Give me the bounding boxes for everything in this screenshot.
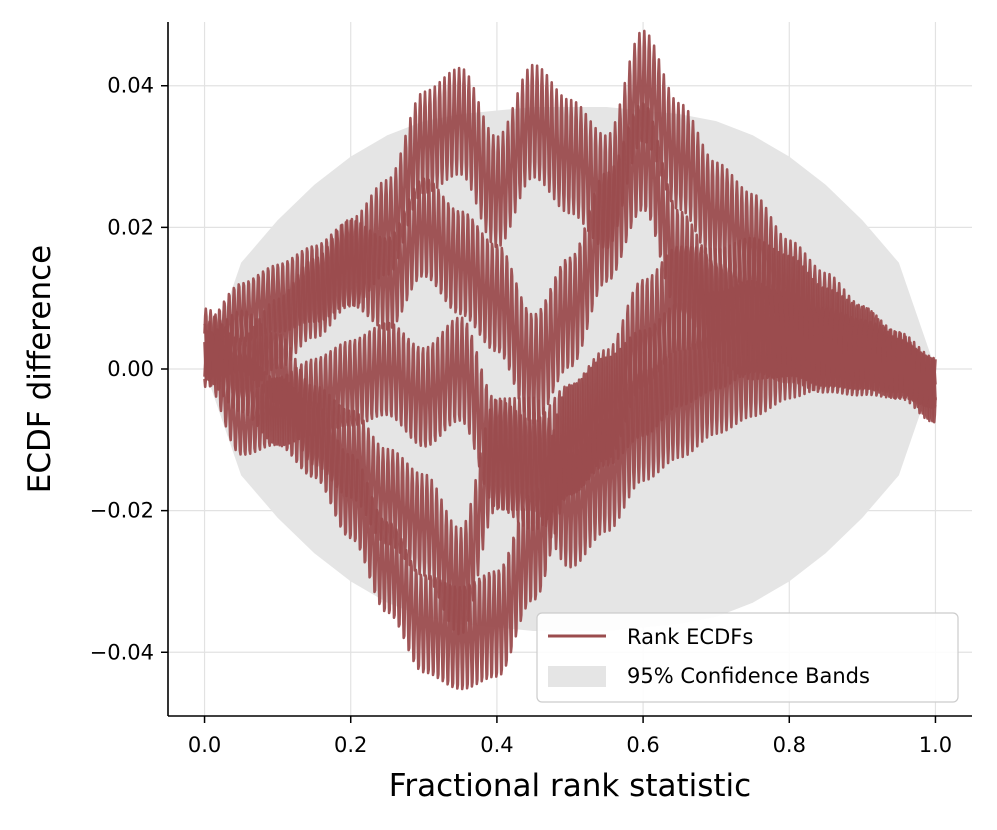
x-tick-label: 0.0 <box>188 733 221 757</box>
legend-label-rank-ecdfs: Rank ECDFs <box>627 625 753 649</box>
y-tick-label: 0.02 <box>107 215 154 239</box>
rank-ecdf-line <box>203 279 937 691</box>
rank-ecdf-lines <box>203 29 937 691</box>
y-tick-label: −0.02 <box>90 499 154 523</box>
x-tick-label: 0.8 <box>773 733 806 757</box>
y-tick-label: −0.04 <box>90 640 154 664</box>
legend-band-swatch <box>548 666 606 687</box>
y-tick-label: 0.04 <box>107 74 154 98</box>
y-axis-title: ECDF difference <box>22 245 58 493</box>
legend-frame <box>536 612 959 703</box>
x-tick-label: 0.6 <box>626 733 659 757</box>
x-tick-label: 0.2 <box>334 733 367 757</box>
y-axis-ticks: −0.04 −0.02 0.00 0.02 0.04 <box>90 74 168 664</box>
x-axis-ticks: 0.0 0.2 0.4 0.6 0.8 1.0 <box>188 716 952 757</box>
x-tick-label: 0.4 <box>480 733 513 757</box>
x-tick-label: 1.0 <box>919 733 952 757</box>
legend: Rank ECDFs 95% Confidence Bands <box>536 612 959 703</box>
x-axis-title: Fractional rank statistic <box>389 768 751 804</box>
legend-label-confidence-bands: 95% Confidence Bands <box>627 664 870 688</box>
y-tick-label: 0.00 <box>107 357 154 381</box>
